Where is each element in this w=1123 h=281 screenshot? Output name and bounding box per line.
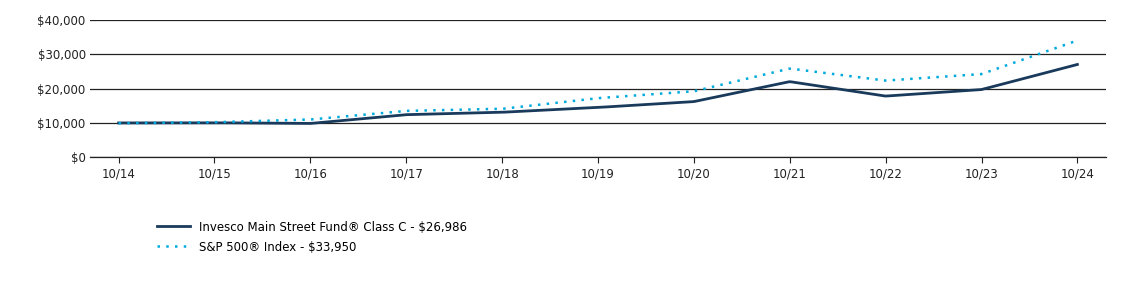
Legend: Invesco Main Street Fund® Class C - $26,986, S&P 500® Index - $33,950: Invesco Main Street Fund® Class C - $26,…	[157, 221, 467, 253]
